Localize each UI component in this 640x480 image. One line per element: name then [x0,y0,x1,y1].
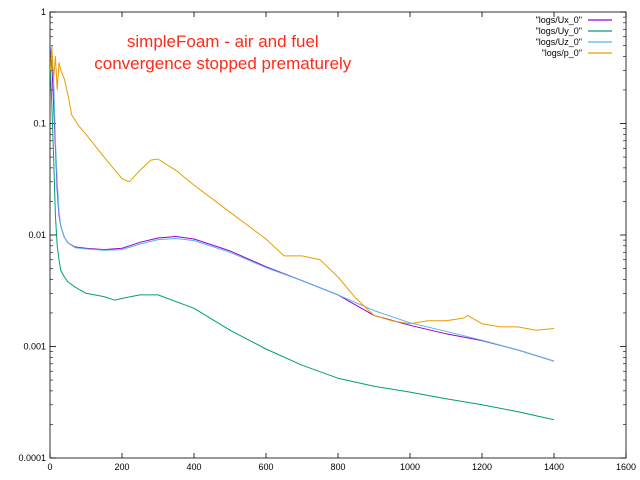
series-line-2 [49,45,555,362]
x-tick-label: 0 [47,462,52,472]
plot-frame [49,11,627,459]
y-axis: 0.0001 0.001 0.01 0.1 1 [18,7,626,463]
series-line-0 [49,45,555,362]
y-tick-label: 1 [41,7,46,17]
series-lines [49,45,555,421]
x-tick-label: 1000 [400,462,420,472]
x-tick-label: 600 [258,462,273,472]
series-line-3 [49,45,555,331]
annotation-1: convergence stopped prematurely [94,54,352,73]
legend-entry-label: "logs/Uz_0" [536,37,582,47]
x-tick-label: 1600 [616,462,636,472]
legend-entry-label: "logs/Uy_0" [536,26,582,36]
series-line-1 [49,70,555,421]
y-tick-label: 0.0001 [18,453,46,463]
x-tick-label: 1400 [544,462,564,472]
annotation-0: simpleFoam - air and fuel [127,32,319,51]
legend-entry-label: "logs/Ux_0" [536,15,582,25]
x-axis: 0 200 400 600 800 1000 1200 1400 1600 [47,12,636,472]
y-tick-label: 0.001 [23,342,46,352]
y-tick-label: 0.1 [33,119,46,129]
x-tick-label: 800 [330,462,345,472]
x-tick-label: 400 [186,462,201,472]
x-tick-label: 200 [114,462,129,472]
legend: "logs/Ux_0""logs/Uy_0""logs/Uz_0""logs/p… [536,15,612,58]
legend-entry-label: "logs/p_0" [542,48,582,58]
annotations: simpleFoam - air and fuel convergence sto… [94,32,352,73]
y-tick-label: 0.01 [28,230,46,240]
x-tick-label: 1200 [472,462,492,472]
